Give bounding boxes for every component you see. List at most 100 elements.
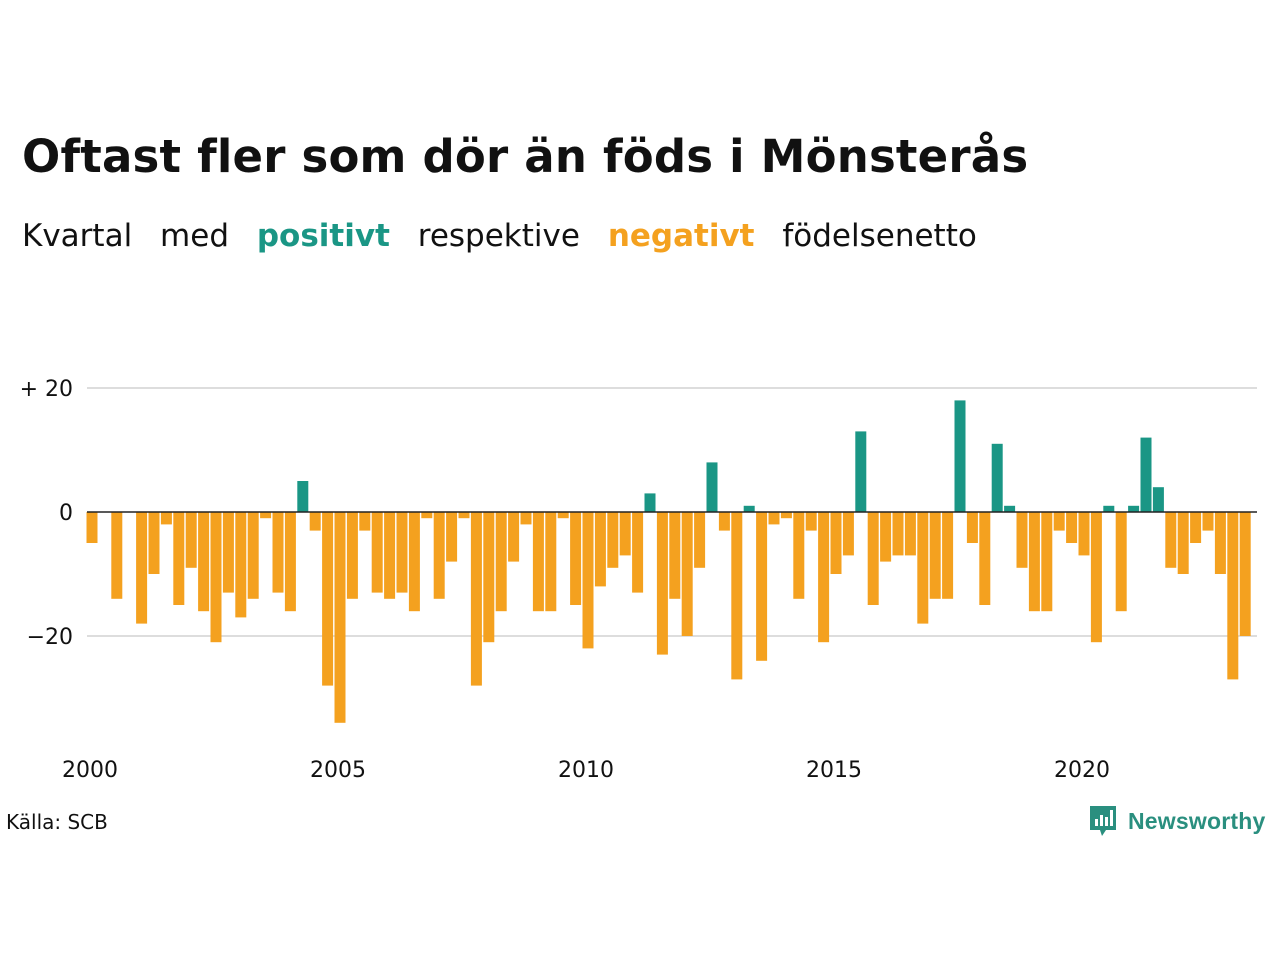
positive-legend-label: positivt	[256, 218, 390, 254]
bar-negative	[359, 512, 371, 531]
bar-negative	[111, 512, 123, 599]
bar-negative	[1227, 512, 1239, 680]
bar-negative	[495, 512, 507, 612]
bar-negative	[818, 512, 830, 643]
bar-negative	[929, 512, 941, 599]
bar-negative	[594, 512, 606, 587]
bar-negative	[148, 512, 160, 574]
newsworthy-logo-icon	[1090, 806, 1116, 836]
bar-negative	[247, 512, 259, 599]
bar-positive	[1004, 505, 1016, 512]
bar-negative	[880, 512, 892, 562]
bar-negative	[260, 512, 272, 519]
bar-negative	[694, 512, 706, 568]
grid-layer	[87, 387, 1257, 637]
subtitle-word: respektive	[417, 218, 580, 254]
negative-legend-label: negativt	[607, 218, 755, 254]
bar-negative	[408, 512, 420, 612]
bar-negative	[545, 512, 557, 612]
chart-title: Oftast fler som dör än föds i Mönsterås	[22, 130, 1029, 183]
bar-negative	[780, 512, 792, 519]
chart-subtitle: Kvartal med positivt respektive negativt…	[22, 218, 995, 254]
bar-negative	[1177, 512, 1189, 574]
bar-positive	[1152, 487, 1164, 512]
bar-negative	[768, 512, 780, 525]
bar-negative	[582, 512, 594, 649]
bar-negative	[1028, 512, 1040, 612]
bar-negative	[669, 512, 681, 599]
x-tick-label: 2000	[62, 758, 118, 783]
bar-negative	[656, 512, 668, 655]
bar-negative	[805, 512, 817, 531]
bar-negative	[396, 512, 408, 593]
bar-negative	[458, 512, 470, 519]
bar-negative	[1115, 512, 1127, 612]
subtitle-word: födelsenetto	[782, 218, 977, 254]
y-tick-label: −20	[27, 625, 73, 650]
bar-negative	[632, 512, 644, 593]
bar-negative	[508, 512, 520, 562]
bar-positive	[991, 443, 1003, 512]
bar-negative	[607, 512, 619, 568]
bar-negative	[1066, 512, 1078, 543]
bar-negative	[681, 512, 693, 636]
bar-negative	[942, 512, 954, 599]
bar-negative	[867, 512, 879, 605]
bar-negative	[979, 512, 991, 605]
bar-positive	[1140, 437, 1152, 512]
bar-negative	[371, 512, 383, 593]
subtitle-word: Kvartal	[22, 218, 133, 254]
bar-negative	[1165, 512, 1177, 568]
bar-negative	[842, 512, 854, 556]
y-tick-label: 0	[59, 501, 73, 526]
bar-negative	[830, 512, 842, 574]
bar-negative	[570, 512, 582, 605]
bar-negative	[309, 512, 321, 531]
bar-negative	[483, 512, 495, 643]
bar-negative	[1090, 512, 1102, 643]
bar-positive	[855, 431, 867, 512]
bar-negative	[284, 512, 296, 612]
bar-negative	[917, 512, 929, 624]
x-tick-label: 2005	[310, 758, 366, 783]
bar-positive	[297, 481, 309, 512]
subtitle-word: med	[160, 218, 229, 254]
bar-negative	[272, 512, 284, 593]
bar-negative	[520, 512, 532, 525]
bar-negative	[1239, 512, 1251, 636]
bar-negative	[532, 512, 544, 612]
bar-negative	[346, 512, 358, 599]
axis-layer: + 20 0 −20 2000 2005 2010 2015 2020	[20, 377, 1257, 783]
bar-negative	[731, 512, 743, 680]
bar-negative	[433, 512, 445, 599]
bar-negative	[210, 512, 222, 643]
bar-negative	[160, 512, 172, 525]
x-tick-label: 2015	[806, 758, 862, 783]
x-tick-label: 2010	[558, 758, 614, 783]
bar-negative	[136, 512, 148, 624]
bar-positive	[706, 462, 718, 512]
bar-negative	[1078, 512, 1090, 556]
bar-negative	[718, 512, 730, 531]
bar-negative	[173, 512, 185, 605]
bar-negative	[619, 512, 631, 556]
bar-negative	[1053, 512, 1065, 531]
bar-negative	[222, 512, 234, 593]
bar-negative	[446, 512, 458, 562]
newsworthy-logo: Newsworthy	[1088, 804, 1265, 838]
bar-negative	[421, 512, 433, 519]
bar-negative	[966, 512, 978, 543]
x-tick-label: 2020	[1054, 758, 1110, 783]
bar-negative	[904, 512, 916, 556]
source-note: Källa: SCB	[6, 810, 108, 834]
bar-negative	[1202, 512, 1214, 531]
bar-negative	[185, 512, 197, 568]
bar-negative	[86, 512, 98, 543]
bar-negative	[756, 512, 768, 661]
bar-negative	[1016, 512, 1028, 568]
brand-name: Newsworthy	[1128, 807, 1266, 834]
bar-negative	[322, 512, 334, 686]
bar-negative	[1214, 512, 1226, 574]
bar-positive	[743, 505, 755, 512]
